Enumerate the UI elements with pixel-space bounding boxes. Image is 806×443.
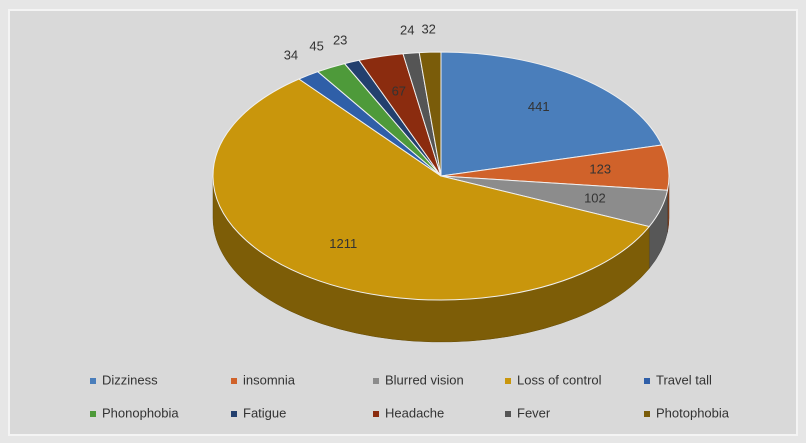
legend-swatch: [90, 411, 96, 417]
legend-label: Travel tall: [656, 372, 712, 387]
legend-swatch: [644, 378, 650, 384]
legend-swatch: [231, 378, 237, 384]
legend-label: Fatigue: [243, 405, 286, 420]
data-label: 102: [584, 190, 606, 205]
legend-swatch: [373, 378, 379, 384]
legend-label: Phonophobia: [102, 405, 179, 420]
slice: [212, 78, 651, 301]
legend-label: Fever: [517, 405, 551, 420]
legend-swatch: [90, 378, 96, 384]
data-label: 23: [333, 32, 347, 47]
data-label: 24: [400, 23, 414, 38]
legend-swatch: [644, 411, 650, 417]
legend-label: Headache: [385, 405, 444, 420]
legend-swatch: [505, 378, 511, 384]
legend-label: Photophobia: [656, 405, 730, 420]
legend-label: Dizziness: [102, 372, 158, 387]
legend-label: Loss of control: [517, 372, 602, 387]
legend-swatch: [505, 411, 511, 417]
legend-label: insomnia: [243, 372, 296, 387]
slice: [440, 51, 663, 177]
data-label: 123: [589, 161, 611, 176]
data-label: 32: [421, 21, 435, 36]
slice: [418, 51, 442, 177]
legend-swatch: [231, 411, 237, 417]
legend-swatch: [373, 411, 379, 417]
data-label: 67: [392, 84, 406, 99]
pie-tops: [212, 51, 670, 301]
data-label: 1211: [329, 236, 357, 251]
data-label: 45: [309, 39, 323, 54]
data-label: 441: [528, 99, 550, 114]
data-label: 34: [284, 48, 298, 63]
legend-label: Blurred vision: [385, 372, 464, 387]
